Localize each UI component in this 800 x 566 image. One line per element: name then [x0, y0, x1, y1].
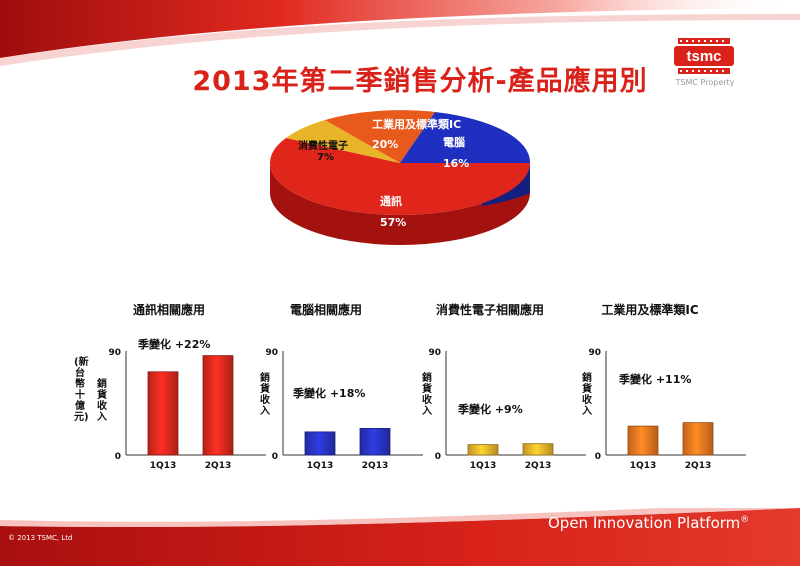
x-tick-label: 1Q13 — [470, 461, 496, 471]
bar-2Q13 — [682, 422, 714, 456]
y-tick-label: 0 — [272, 452, 278, 462]
header-swoosh — [0, 0, 800, 66]
bar-1Q13 — [467, 444, 499, 456]
y-tick-label: 90 — [428, 348, 441, 358]
bar-2Q13 — [359, 428, 391, 456]
footer-platform-text: Open Innovation Platform — [548, 514, 741, 532]
x-tick-label: 2Q13 — [362, 461, 388, 471]
pie-label-computer: 電腦 — [443, 135, 465, 149]
slide-title: 2013年第二季銷售分析-產品應用別 — [192, 66, 648, 97]
pie-label-communication: 通訊 — [380, 194, 402, 208]
ylabel-unit-communication: (新台幣十億元) — [74, 357, 89, 423]
y-tick-label: 90 — [588, 348, 601, 358]
pie-pct-consumer: 7% — [317, 152, 334, 163]
pie-pct-industrial: 20% — [372, 138, 398, 151]
pie-slice-computer — [400, 112, 531, 163]
chart-title-consumer: 消費性電子相關應用 — [435, 303, 544, 317]
ylabel-industrial: 銷貨收入 — [582, 373, 592, 417]
change-industrial: 季變化 +11% — [619, 373, 692, 386]
logo-text: tsmc — [686, 48, 721, 65]
pie-slice-communication — [270, 138, 530, 215]
chart-title-industrial: 工業用及標準類IC — [601, 303, 699, 317]
y-tick-label: 0 — [435, 452, 441, 462]
bar-1Q13 — [304, 431, 336, 456]
pie-slice-industrial — [325, 110, 435, 163]
pie-slices — [270, 110, 531, 215]
pie-depth — [270, 163, 530, 245]
change-computer: 季變化 +18% — [293, 387, 366, 400]
chart-title-computer: 電腦相關應用 — [289, 303, 362, 317]
bar-chart-consumer: 0 90 1Q13 2Q13 — [428, 348, 586, 471]
logo-subtitle: TSMC Property — [675, 78, 735, 87]
bar-1Q13 — [147, 371, 179, 456]
pie-slice-consumer — [286, 120, 400, 163]
pie-chart: 工業用及標準類IC 20% 消費性電子 7% 電腦 16% 通訊 57% — [270, 110, 531, 245]
y-tick-label: 90 — [108, 348, 121, 358]
x-tick-label: 1Q13 — [630, 461, 656, 471]
change-consumer: 季變化 +9% — [458, 403, 523, 416]
footer-platform: Open Innovation Platform® — [548, 514, 749, 532]
footer-band — [0, 508, 800, 566]
bar-2Q13 — [522, 443, 554, 456]
tsmc-logo: tsmc — [674, 38, 734, 74]
x-tick-label: 2Q13 — [205, 461, 231, 471]
ylabel-consumer: 銷貨收入 — [422, 373, 432, 417]
chart-title-communication: 通訊相關應用 — [132, 303, 205, 317]
x-tick-label: 2Q13 — [525, 461, 551, 471]
y-tick-label: 0 — [595, 452, 601, 462]
bar-chart-computer: 0 90 1Q13 2Q13 — [265, 348, 423, 471]
change-communication: 季變化 +22% — [138, 338, 211, 351]
x-tick-label: 1Q13 — [307, 461, 333, 471]
x-tick-label: 1Q13 — [150, 461, 176, 471]
ylabel-computer: 銷貨收入 — [260, 373, 270, 417]
registered-mark: ® — [740, 515, 750, 525]
pie-pct-computer: 16% — [443, 157, 469, 170]
pie-pct-communication: 57% — [380, 216, 406, 229]
bar-chart-communication: 0 90 1Q13 2Q13 — [108, 348, 266, 471]
pie-label-consumer: 消費性電子 — [298, 139, 348, 152]
bar-chart-industrial: 0 90 1Q13 2Q13 — [588, 348, 746, 471]
pie-label-industrial: 工業用及標準類IC — [372, 117, 461, 131]
bar-2Q13 — [202, 355, 234, 456]
y-tick-label: 90 — [265, 348, 278, 358]
bar-1Q13 — [627, 425, 659, 456]
ylabel-communication: 銷貨收入 — [97, 379, 107, 423]
x-tick-label: 2Q13 — [685, 461, 711, 471]
y-tick-label: 0 — [115, 452, 121, 462]
copyright: © 2013 TSMC, Ltd — [8, 534, 73, 542]
